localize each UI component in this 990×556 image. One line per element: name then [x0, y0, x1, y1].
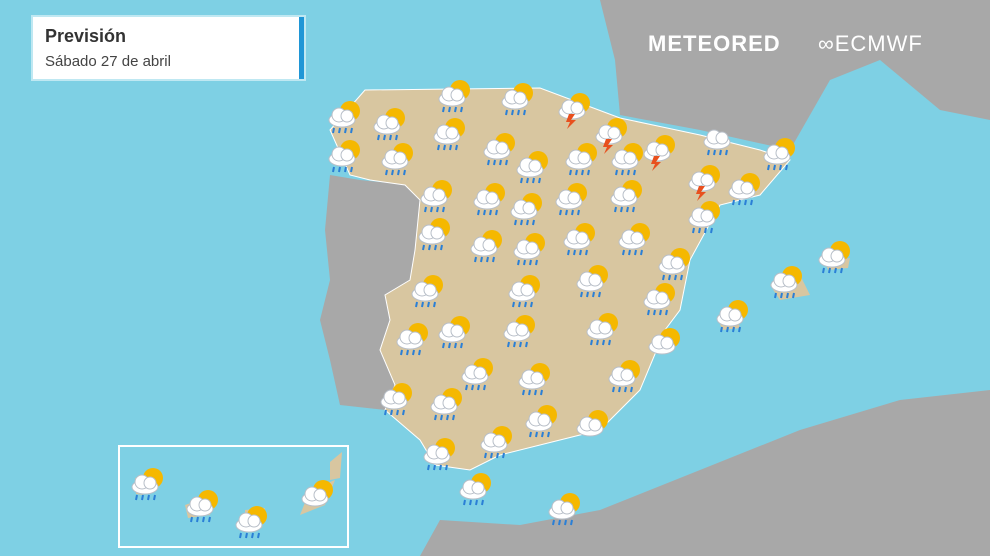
sun-cloud-rain-icon	[378, 140, 418, 180]
sun-cloud-rain-icon	[393, 320, 433, 360]
sun-cloud-rain-icon	[767, 263, 807, 303]
sun-cloud-storm-icon	[592, 115, 632, 155]
sun-cloud-rain-icon	[325, 137, 365, 177]
sun-cloud-storm-icon	[640, 132, 680, 172]
sun-cloud-rain-icon	[573, 262, 613, 302]
sun-cloud-rain-icon	[377, 380, 417, 420]
sun-cloud-rain-icon	[725, 170, 765, 210]
sun-cloud-icon	[298, 477, 338, 517]
sun-cloud-rain-icon	[427, 385, 467, 425]
sun-cloud-rain-icon	[128, 465, 168, 505]
sun-cloud-rain-icon	[456, 470, 496, 510]
sun-cloud-rain-icon	[505, 272, 545, 312]
africa	[420, 390, 990, 556]
sun-cloud-rain-icon	[232, 503, 272, 543]
sun-cloud-rain-icon	[655, 245, 695, 285]
sun-cloud-icon	[573, 407, 613, 447]
sun-cloud-icon	[645, 325, 685, 365]
ecmwf-logo: ∞ECMWF	[818, 31, 923, 57]
sun-cloud-rain-icon	[545, 490, 585, 530]
sun-cloud-rain-icon	[522, 402, 562, 442]
sun-cloud-storm-icon	[555, 90, 595, 130]
cloud-rain-icon	[700, 120, 740, 160]
france	[600, 0, 990, 150]
sun-cloud-rain-icon	[513, 148, 553, 188]
sun-cloud-rain-icon	[420, 435, 460, 475]
sun-cloud-rain-icon	[552, 180, 592, 220]
title-box: Previsión Sábado 27 de abril	[33, 17, 304, 79]
sun-cloud-rain-icon	[325, 98, 365, 138]
sun-cloud-rain-icon	[467, 227, 507, 267]
sun-cloud-rain-icon	[640, 280, 680, 320]
sun-cloud-rain-icon	[408, 272, 448, 312]
sun-cloud-rain-icon	[608, 140, 648, 180]
sun-cloud-rain-icon	[615, 220, 655, 260]
sun-cloud-rain-icon	[470, 180, 510, 220]
sun-cloud-rain-icon	[480, 130, 520, 170]
sun-cloud-rain-icon	[477, 423, 517, 463]
sun-cloud-rain-icon	[607, 177, 647, 217]
sun-cloud-storm-icon	[685, 162, 725, 202]
sun-cloud-rain-icon	[498, 80, 538, 120]
sun-cloud-rain-icon	[417, 177, 457, 217]
sun-cloud-rain-icon	[183, 487, 223, 527]
title: Previsión	[45, 26, 127, 46]
ecmwf-text: ECMWF	[834, 31, 923, 56]
sun-cloud-rain-icon	[415, 215, 455, 255]
ecmwf-symbol-icon: ∞	[818, 31, 835, 56]
canary-islands-inset	[118, 445, 349, 548]
sun-cloud-rain-icon	[685, 198, 725, 238]
sun-cloud-rain-icon	[515, 360, 555, 400]
sun-cloud-rain-icon	[507, 190, 547, 230]
sun-cloud-rain-icon	[605, 357, 645, 397]
sun-cloud-rain-icon	[430, 115, 470, 155]
sun-cloud-rain-icon	[562, 140, 602, 180]
sun-cloud-rain-icon	[510, 230, 550, 270]
sun-cloud-rain-icon	[713, 297, 753, 337]
sun-cloud-rain-icon	[560, 220, 600, 260]
sun-cloud-rain-icon	[760, 135, 800, 175]
sun-cloud-rain-icon	[370, 105, 410, 145]
sun-cloud-rain-icon	[435, 313, 475, 353]
date-subtitle: Sábado 27 de abril	[45, 53, 171, 70]
lanzarote	[330, 452, 342, 480]
sun-cloud-rain-icon	[583, 310, 623, 350]
sun-cloud-rain-icon	[435, 77, 475, 117]
sun-cloud-rain-icon	[815, 238, 855, 278]
portugal	[320, 175, 420, 410]
sun-cloud-rain-icon	[500, 312, 540, 352]
sun-cloud-rain-icon	[458, 355, 498, 395]
meteored-logo: METEORED	[648, 31, 781, 56]
